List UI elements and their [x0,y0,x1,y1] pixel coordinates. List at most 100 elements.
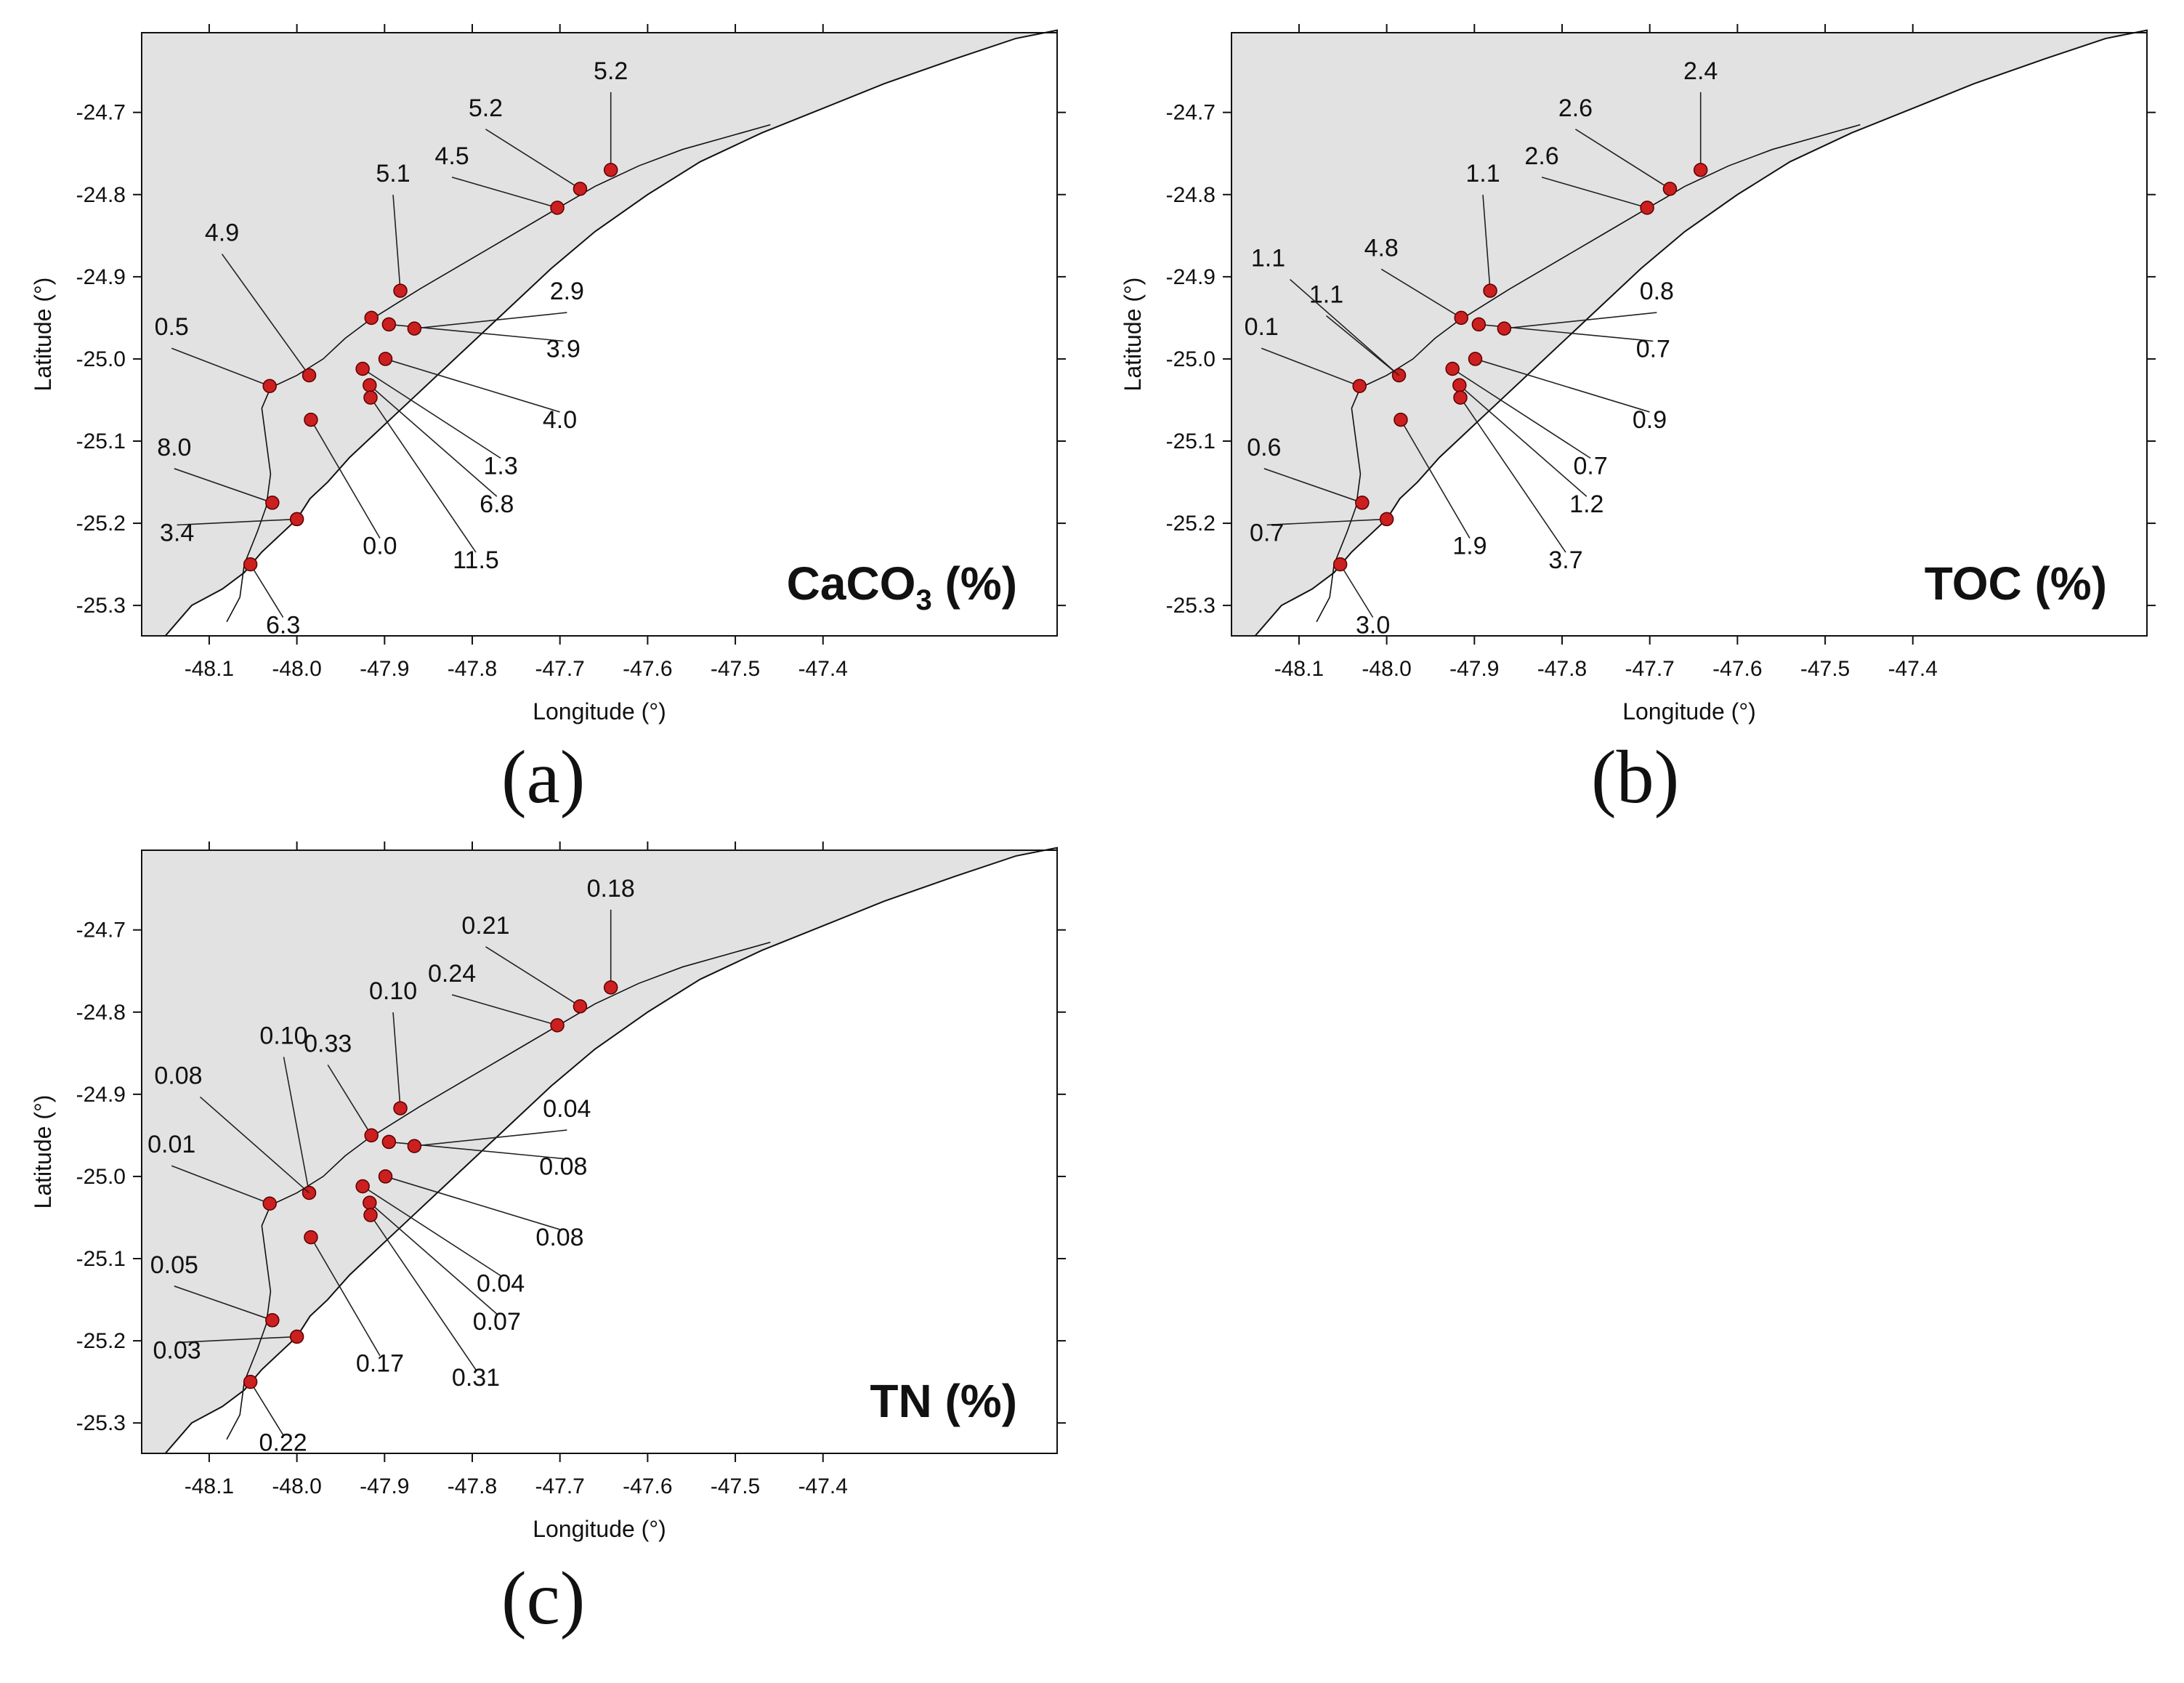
station-marker [265,496,280,510]
leader-line [249,564,284,618]
leader-line [414,312,567,329]
y-tick-label: -25.3 [76,594,126,618]
station-value-label: 0.8 [1640,278,1674,305]
station-marker [1640,201,1654,215]
station-marker [378,1169,393,1184]
x-tick-label: -48.1 [1274,657,1324,681]
y-tick-label: -25.2 [76,1329,126,1353]
x-tick-label: -47.6 [623,1474,672,1498]
station-value-label: 0.33 [304,1030,352,1057]
station-value-label: 0.04 [543,1095,591,1123]
leader-line [414,1129,567,1147]
map-panel-b: -48.1 -48.0 -47.9 -47.8 -47.7 -47.6 -47.5 -47.4… [1120,24,2156,725]
station-marker [1453,390,1468,405]
leader-line [385,1176,560,1230]
station-value-label: 5.1 [376,160,410,187]
station-value-label: 0.18 [587,875,635,903]
station-value-label: 0.21 [461,912,509,940]
station-value-label: 1.3 [484,452,518,480]
station-value-label: 4.9 [205,219,239,247]
leader-line [451,177,558,209]
plot-frame [141,32,1058,637]
station-marker [363,1195,377,1210]
leader-line [327,1064,372,1136]
leader-line [171,347,270,387]
station-value-label: 6.8 [480,491,514,518]
leader-line [249,1381,284,1436]
station-value-label: 3.9 [546,335,581,363]
leader-line [1459,384,1588,497]
station-value-label: 0.08 [539,1153,587,1180]
station-value-label: 0.08 [535,1224,583,1251]
station-value-label: 0.07 [473,1308,521,1336]
x-tick-label: -47.6 [1712,657,1762,681]
station-value-label: 0.10 [369,977,417,1005]
station-marker [550,1018,565,1033]
station-value-label: 3.0 [1356,612,1390,639]
station-marker [1497,321,1512,336]
station-value-label: 4.0 [543,406,577,434]
y-axis-title: Latitude (°) [30,1095,56,1209]
station-value-label: 0.10 [259,1022,307,1050]
station-marker [378,352,393,366]
station-marker [289,1329,304,1344]
station-value-label: 0.1 [1245,313,1279,341]
leader-line [177,1336,297,1344]
x-tick-label: -48.0 [272,657,321,681]
station-value-label: 0.24 [428,960,476,988]
station-marker [243,557,258,572]
leader-line [221,254,310,376]
station-marker [603,163,618,177]
station-value-label: 1.2 [1569,491,1603,518]
y-tick-label: -24.7 [76,919,126,943]
station-marker [364,1128,379,1143]
leader-line [310,1237,381,1357]
plot-frame [1231,32,2148,637]
leader-line [392,1012,401,1109]
station-value-label: 0.7 [1636,335,1670,363]
leader-line [283,1057,310,1193]
station-value-label: 0.7 [1250,519,1284,546]
inner-shoreline [226,941,771,1440]
station-marker [1355,496,1370,510]
station-value-label: 0.03 [153,1336,201,1364]
ocean-area [1231,29,2148,637]
inner-shoreline [226,124,771,623]
x-tick-label: -48.0 [1362,657,1411,681]
station-marker [1445,361,1460,376]
leader-line [1475,358,1650,413]
leader-line [385,358,560,413]
station-marker [363,1208,378,1222]
y-tick-label: -25.1 [1166,429,1216,453]
panel-title: CaCO3 (%) [787,557,1017,616]
station-marker [289,512,304,527]
leader-line [369,1202,498,1315]
station-value-label: 0.01 [147,1131,195,1158]
panel-title: TOC (%) [1925,557,2107,610]
x-tick-label: -47.7 [535,1474,584,1498]
ocean-area [142,29,1058,637]
y-axis-title: Latitude (°) [30,278,56,392]
station-value-label: 1.1 [1251,245,1285,273]
leader-line [362,368,501,459]
leader-line [485,946,581,1007]
leader-line [1452,368,1591,459]
station-marker [304,412,318,427]
y-tick-label: -25.3 [1166,594,1216,618]
leader-line [362,1185,501,1277]
station-marker [1483,283,1497,298]
station-value-label: 0.5 [155,313,189,341]
station-marker [1662,182,1678,196]
x-tick-label: -47.9 [360,657,409,681]
station-value-label: 0.17 [356,1350,404,1378]
station-value-label: 6.3 [266,612,300,639]
station-marker [1352,379,1367,393]
station-value-label: 4.5 [434,142,469,170]
station-marker [304,1230,318,1245]
leader-line [1575,129,1670,190]
leader-line [174,468,273,504]
x-tick-label: -47.4 [798,657,848,681]
station-value-label: 0.0 [363,533,397,560]
x-axis-title: Longitude (°) [533,698,666,725]
station-marker [363,378,377,392]
